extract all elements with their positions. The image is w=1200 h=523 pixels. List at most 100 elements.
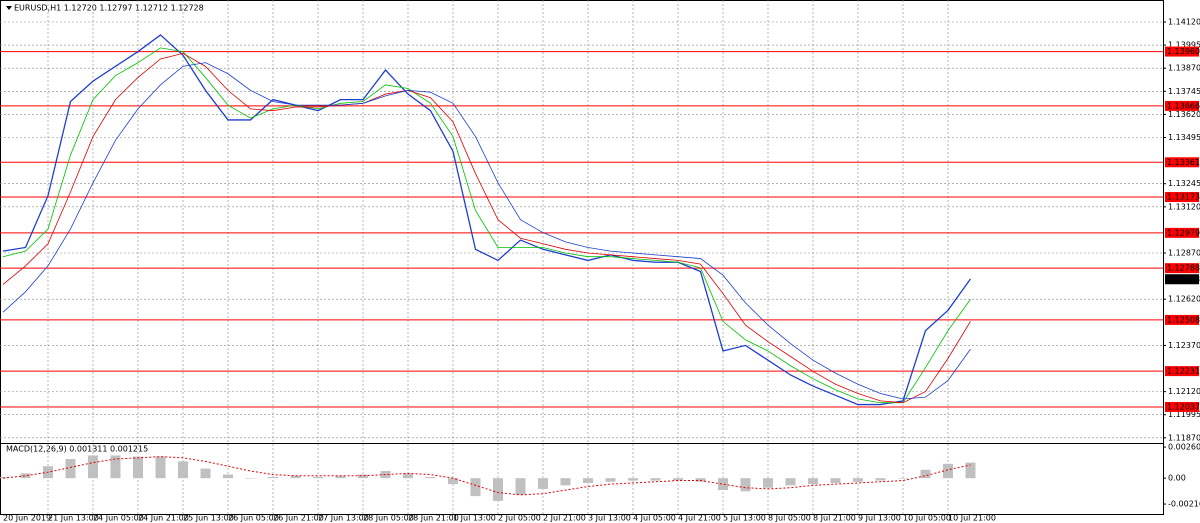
macd-title: MACD(12,26,9) 0.001311 0.001215 (6, 445, 148, 454)
y-tick-label: 1.11995 (1168, 410, 1200, 419)
macd-bar (605, 478, 616, 482)
level-tag (1165, 401, 1199, 412)
y-tick-label: 1.13995 (1168, 41, 1200, 50)
x-tick-label: 3 Jul 13:00 (588, 514, 631, 523)
macd-bar (763, 478, 773, 488)
macd-bar (223, 474, 233, 479)
price-line (2, 52, 971, 404)
macd-bar (673, 478, 683, 481)
x-tick-label: 26 Jun 05:00 (228, 514, 279, 523)
level-tag (1165, 263, 1199, 274)
level-tag (1165, 366, 1199, 377)
macd-bar (898, 478, 908, 479)
macd-bar (110, 455, 121, 479)
level-label: 1.12037 (1167, 402, 1200, 411)
macd-bar (155, 456, 166, 479)
y-tick-label: 0.002603 (1168, 443, 1200, 452)
macd-bar (785, 478, 796, 486)
level-label: 1.13960 (1167, 47, 1200, 56)
chart-title: EURUSD,H1 1.12720 1.12797 1.12712 1.1272… (14, 4, 204, 13)
macd-bar (538, 478, 548, 489)
y-tick-label: 1.12370 (1168, 341, 1200, 350)
level-tag (1165, 46, 1199, 57)
macd-bar (65, 459, 76, 479)
macd-bar (583, 478, 593, 483)
macd-bar (740, 478, 751, 492)
macd-bar (88, 455, 98, 479)
macd-bar (245, 478, 256, 479)
macd-bar (335, 475, 346, 479)
macd-bar (515, 478, 526, 495)
x-tick-label: 28 Jun 21:00 (408, 514, 459, 523)
x-tick-label: 26 Jun 21:00 (273, 514, 324, 523)
macd-bar (448, 478, 458, 485)
x-tick-label: 4 Jul 05:00 (633, 514, 676, 523)
macd-bar (313, 476, 323, 479)
macd-bar (875, 478, 886, 481)
y-tick-label: 1.13745 (1168, 87, 1200, 96)
x-tick-label: 27 Jun 13:00 (318, 514, 369, 523)
level-tag (1165, 192, 1199, 203)
macd-bar (200, 468, 211, 479)
x-tick-label: 20 Jun 2019 (3, 514, 51, 523)
y-tick-label: 0.00 (1168, 474, 1186, 483)
macd-bar (425, 476, 436, 479)
y-tick-label: 1.13495 (1168, 133, 1200, 142)
macd-bar (718, 478, 728, 491)
signal-line (2, 456, 971, 496)
x-tick-label: 4 Jul 21:00 (678, 514, 721, 523)
level-label: 1.12979 (1167, 228, 1200, 237)
level-label: 1.13173 (1167, 193, 1200, 202)
x-tick-label: 5 Jul 13:00 (723, 514, 766, 523)
macd-bar (695, 478, 706, 482)
macd-bar (628, 478, 638, 481)
macd-bar (20, 473, 31, 479)
level-label: 1.13666 (1167, 101, 1200, 110)
x-tick-label: 1 Jul 13:00 (453, 514, 496, 523)
y-tick-label: -0.002165 (1168, 500, 1200, 509)
x-tick-label: 8 Jul 05:00 (768, 514, 811, 523)
macd-bar (853, 478, 863, 482)
level-tag (1165, 227, 1199, 238)
menu-icon[interactable] (6, 6, 12, 10)
level-label: 1.12231 (1167, 367, 1200, 376)
x-tick-label: 10 Jul 05:00 (903, 514, 951, 523)
level-tag (1165, 314, 1199, 325)
price-line (2, 34, 972, 406)
plot-frame (0, 0, 1164, 515)
macd-bar (943, 463, 953, 479)
y-tick-label: 1.12620 (1168, 295, 1200, 304)
y-tick-label: 1.11870 (1168, 433, 1200, 442)
x-tick-label: 2 Jul 21:00 (543, 514, 586, 523)
macd-bar (470, 478, 481, 497)
level-label: 1.13361 (1167, 158, 1200, 167)
macd-bar (560, 478, 571, 486)
macd-bar (830, 478, 841, 483)
price-line (2, 62, 971, 400)
macd-bar (403, 473, 413, 479)
macd-bar (358, 474, 368, 479)
x-tick-label: 25 Jun 13:00 (183, 514, 234, 523)
macd-bar (920, 469, 931, 479)
y-tick-label: 1.13245 (1168, 179, 1200, 188)
x-tick-label: 28 Jun 05:00 (363, 514, 414, 523)
macd-bar (268, 476, 278, 479)
macd-bar (650, 478, 661, 481)
x-tick-label: 8 Jul 21:00 (813, 514, 856, 523)
x-tick-label: 24 Jun 05:00 (93, 514, 144, 523)
level-tag (1165, 157, 1199, 168)
y-tick-label: 1.13120 (1168, 202, 1200, 211)
x-tick-label: 24 Jun 21:00 (138, 514, 189, 523)
y-tick-label: 1.13870 (1168, 64, 1200, 73)
level-tag (1165, 100, 1199, 111)
x-tick-label: 2 Jul 05:00 (498, 514, 541, 523)
macd-bar (808, 478, 818, 485)
price-tag (1165, 274, 1199, 285)
level-label: 1.12788 (1167, 264, 1200, 273)
price-line (2, 47, 971, 404)
x-tick-label: 9 Jul 13:00 (858, 514, 901, 523)
y-tick-label: 1.13620 (1168, 110, 1200, 119)
price-label: 1.12728 (1167, 275, 1200, 284)
macd-bar (133, 456, 143, 479)
y-tick-label: 1.14120 (1168, 17, 1200, 26)
